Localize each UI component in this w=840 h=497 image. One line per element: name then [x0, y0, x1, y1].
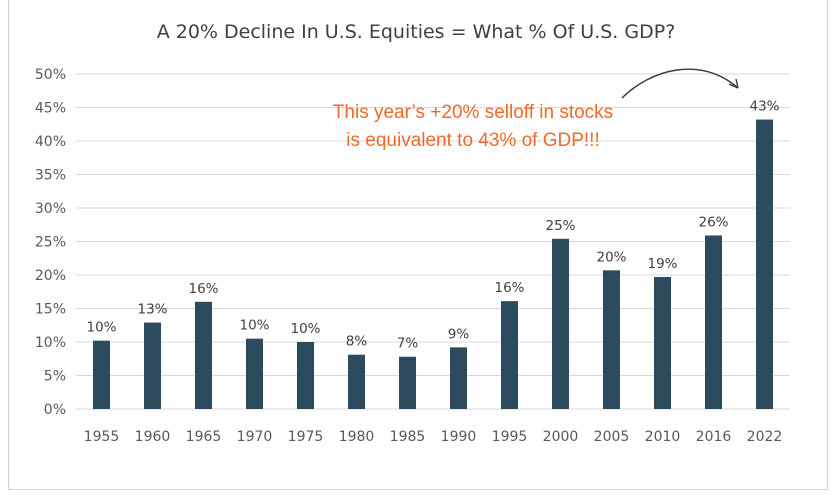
x-tick-label-1995: 1995 [492, 429, 528, 445]
x-tick-label-2016: 2016 [696, 429, 732, 445]
bars [93, 119, 773, 409]
annotation-arrowhead [728, 78, 739, 89]
x-tick-label-1960: 1960 [135, 429, 171, 445]
bar-1970 [246, 338, 263, 409]
data-label-1955: 10% [86, 320, 116, 336]
annotation-arrow [621, 68, 739, 99]
bar-1980 [348, 354, 365, 409]
data-label-1995: 16% [494, 280, 524, 296]
data-labels: 10% 13% 16% 10% 10% 8% 7% 9% 16% 25% 20% 19% 26% 43% [86, 99, 779, 352]
y-tick-label: 15% [35, 302, 66, 318]
data-label-2016: 26% [698, 214, 728, 230]
data-label-2022: 43% [749, 99, 779, 115]
y-tick-label: 35% [35, 168, 66, 184]
data-label-1975: 10% [290, 321, 320, 337]
y-tick-label: 0% [44, 402, 66, 418]
y-tick-label: 20% [35, 268, 66, 284]
bar-1960 [144, 322, 161, 409]
data-label-1985: 7% [397, 336, 419, 352]
data-label-1970: 10% [239, 318, 269, 334]
bar-1965 [195, 301, 212, 409]
annotation-line-1: This year’s +20% selloff in stocks [333, 102, 613, 123]
annotation-line-2: is equivalent to 43% of GDP!!! [346, 130, 599, 151]
bar-2000 [552, 238, 569, 409]
x-tick-label-2000: 2000 [543, 429, 579, 445]
y-tick-label: 45% [35, 101, 66, 117]
x-tick-label-1980: 1980 [339, 429, 375, 445]
x-tick-label-2005: 2005 [594, 429, 630, 445]
bar-2005 [603, 270, 620, 409]
data-label-1960: 13% [137, 302, 167, 318]
x-tick-label-1975: 1975 [288, 429, 324, 445]
x-tick-label-1985: 1985 [390, 429, 426, 445]
bar-1995 [501, 301, 518, 409]
data-label-2005: 20% [596, 249, 626, 265]
y-tick-label: 25% [35, 235, 66, 251]
chart-title: A 20% Decline In U.S. Equities = What % … [157, 21, 676, 43]
bar-1955 [93, 340, 110, 409]
y-axis-ticks: 0% 5% 10% 15% 20% 25% 30% 35% 40% 45% 50% [35, 67, 66, 418]
x-tick-label-1970: 1970 [237, 429, 273, 445]
x-tick-label-1955: 1955 [84, 429, 120, 445]
bar-1985 [399, 356, 416, 409]
data-label-1965: 16% [188, 281, 218, 297]
data-label-1990: 9% [448, 326, 470, 342]
bar-1990 [450, 347, 467, 409]
y-tick-label: 10% [35, 335, 66, 351]
data-label-2000: 25% [545, 218, 575, 234]
data-label-2010: 19% [647, 256, 677, 272]
bar-1975 [297, 342, 314, 409]
bar-2016 [705, 235, 722, 409]
x-tick-label-1990: 1990 [441, 429, 477, 445]
gridlines [76, 73, 790, 410]
bar-2022 [756, 119, 773, 409]
x-tick-label-2022: 2022 [747, 429, 783, 445]
x-tick-label-2010: 2010 [645, 429, 681, 445]
data-label-1980: 8% [346, 334, 368, 350]
bar-2010 [654, 277, 671, 409]
y-tick-label: 5% [44, 369, 66, 385]
x-tick-label-1965: 1965 [186, 429, 222, 445]
y-tick-label: 30% [35, 201, 66, 217]
y-tick-label: 40% [35, 134, 66, 150]
y-tick-label: 50% [35, 67, 66, 83]
x-axis-ticks: 1955 1960 1965 1970 1975 1980 1985 1990 1995 2000… [84, 429, 783, 445]
